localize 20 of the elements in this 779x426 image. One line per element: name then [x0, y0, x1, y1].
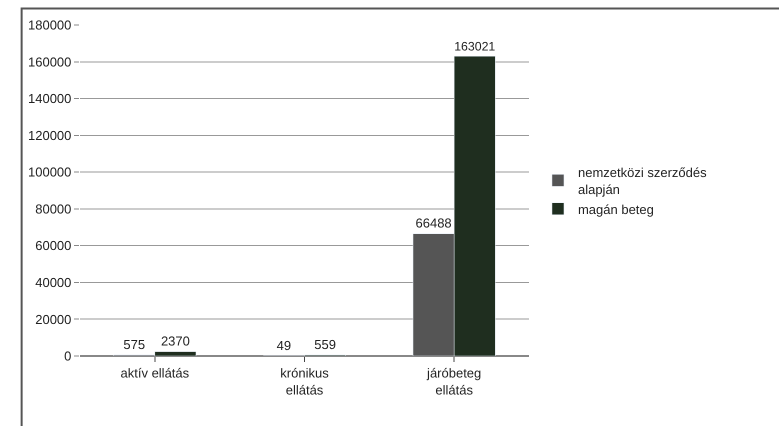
- y-tick-label: 40000: [35, 274, 72, 290]
- x-tick-label: aktív ellátás: [120, 366, 190, 381]
- y-tick-label: 20000: [35, 312, 72, 327]
- data-label: 559: [314, 336, 336, 352]
- y-tick-label: 60000: [35, 238, 72, 254]
- data-label: 575: [123, 336, 146, 352]
- y-tick-label: 0: [64, 348, 72, 364]
- y-tick-label: 140000: [28, 91, 72, 106]
- y-tick-label: 80000: [35, 201, 72, 216]
- y-tick-label: 180000: [28, 18, 72, 33]
- data-label: 49: [276, 338, 292, 353]
- x-tick-label: járóbeteg ellátás: [426, 366, 482, 398]
- y-tick-label: 120000: [28, 128, 72, 143]
- y-tick-label: 160000: [28, 54, 72, 70]
- data-label: 66488: [416, 216, 452, 231]
- data-label: 163021: [454, 39, 496, 54]
- x-tick-label: krónikus ellátás: [280, 366, 330, 398]
- y-tick-label: 100000: [28, 164, 72, 180]
- legend-label: magán beteg: [578, 202, 654, 217]
- data-label: 2370: [160, 334, 190, 349]
